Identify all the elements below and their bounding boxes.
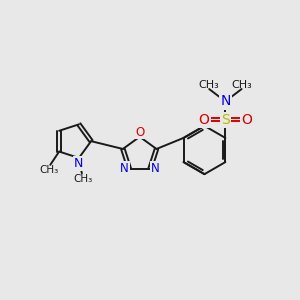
- Text: O: O: [199, 113, 210, 127]
- Text: N: N: [220, 94, 231, 108]
- Text: CH₃: CH₃: [232, 80, 253, 90]
- Text: S: S: [221, 113, 230, 127]
- Text: O: O: [241, 113, 252, 127]
- Text: N: N: [74, 158, 84, 170]
- Text: CH₃: CH₃: [74, 174, 93, 184]
- Text: CH₃: CH₃: [198, 80, 219, 90]
- Text: O: O: [135, 125, 144, 139]
- Text: N: N: [151, 162, 160, 175]
- Text: N: N: [120, 162, 129, 175]
- Text: CH₃: CH₃: [39, 165, 58, 175]
